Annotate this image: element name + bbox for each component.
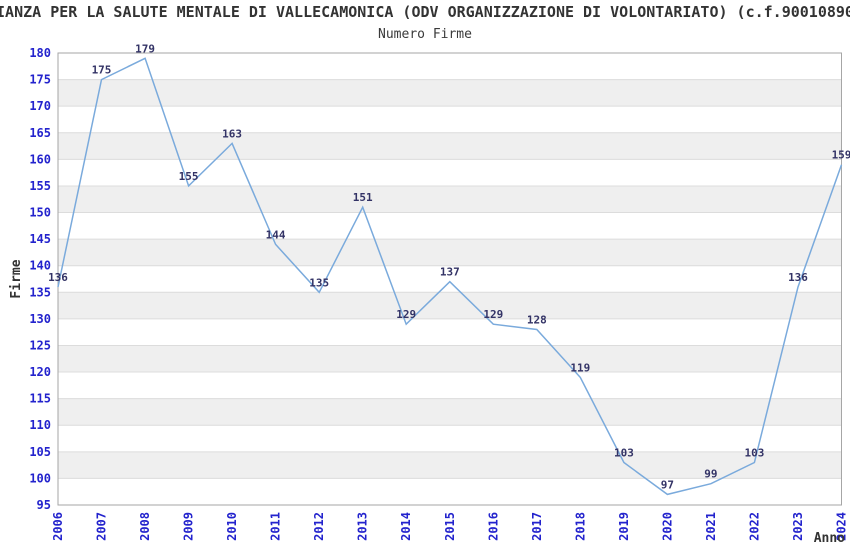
y-tick-label: 150 (29, 206, 51, 220)
page-title: IANZA PER LA SALUTE MENTALE DI VALLECAMO… (0, 3, 850, 21)
y-axis-ticks: 95 100 105 110 115 120 125 130 135 140 145 150 155 16… (29, 46, 51, 512)
data-label: 155 (179, 170, 199, 183)
data-label: 97 (661, 478, 674, 491)
x-tick-label: 2009 (182, 512, 196, 541)
y-tick-label: 125 (29, 339, 51, 353)
y-tick-label: 165 (29, 126, 51, 140)
data-label: 99 (704, 468, 717, 481)
data-label: 136 (48, 271, 68, 284)
plot-band (58, 398, 842, 426)
data-label: 179 (135, 42, 155, 55)
data-label: 137 (440, 266, 460, 279)
x-tick-label: 2023 (791, 512, 805, 541)
x-tick-label: 2011 (269, 512, 283, 541)
data-label: 175 (92, 64, 112, 77)
data-label: 119 (570, 361, 590, 374)
x-tick-label: 2018 (573, 512, 587, 541)
y-tick-label: 160 (29, 152, 51, 166)
y-tick-label: 100 (29, 471, 51, 485)
y-axis-title: Firme (9, 259, 24, 298)
data-label: 129 (396, 308, 416, 321)
x-tick-label: 2013 (356, 512, 370, 541)
data-label: 103 (614, 447, 634, 460)
y-tick-label: 105 (29, 445, 51, 459)
x-tick-label: 2007 (95, 512, 109, 541)
plot-band (58, 451, 842, 479)
chart-subtitle: Numero Firme (378, 27, 472, 42)
data-label: 163 (222, 127, 242, 140)
series-layer (57, 57, 843, 496)
x-tick-label: 2017 (530, 512, 544, 541)
y-tick-label: 175 (29, 73, 51, 87)
x-tick-label: 2012 (312, 512, 326, 541)
plot-band (58, 239, 842, 266)
plot-band (58, 292, 842, 319)
x-tick-label: 2022 (747, 512, 761, 541)
data-label: 129 (483, 308, 503, 321)
y-tick-label: 95 (37, 498, 51, 512)
y-tick-label: 110 (29, 418, 51, 432)
data-label: 128 (527, 314, 547, 327)
y-tick-label: 155 (29, 179, 51, 193)
data-label-layer: 136 175 179 155 163 144 135 151 129 137 129 128 119 1… (48, 42, 850, 491)
y-tick-label: 135 (29, 285, 51, 299)
x-tick-label: 2008 (138, 512, 152, 541)
y-tick-label: 180 (29, 46, 51, 60)
data-label: 103 (744, 447, 764, 460)
data-label: 136 (788, 271, 808, 284)
plot-band (58, 132, 842, 160)
axis-title-layer: Firme Anno (9, 259, 845, 546)
y-tick-label: 130 (29, 312, 51, 326)
plot-border-rect (57, 52, 842, 506)
x-tick-label: 2019 (617, 512, 631, 541)
x-tick-label: 2014 (399, 512, 413, 541)
x-tick-label: 2010 (225, 512, 239, 541)
x-tick-label: 2020 (660, 512, 674, 541)
data-label: 151 (353, 191, 373, 204)
plot-border (57, 52, 842, 506)
y-tick-label: 120 (29, 365, 51, 379)
x-axis-title: Anno (814, 531, 845, 546)
plot-band (58, 185, 842, 213)
x-tick-label: 2021 (704, 512, 718, 541)
y-tick-label: 115 (29, 392, 51, 406)
data-label: 135 (309, 276, 329, 289)
x-tick-label: 2016 (486, 512, 500, 541)
series-line (57, 57, 843, 496)
x-axis-ticks: 2006 2007 2008 2009 2010 2011 2012 2013 2014 2015… (51, 512, 849, 541)
x-tick-label: 2015 (443, 512, 457, 541)
x-tick-label: 2006 (51, 512, 65, 541)
data-label: 144 (266, 228, 286, 241)
data-label: 159 (832, 149, 850, 162)
plot-band (58, 345, 842, 373)
y-tick-label: 145 (29, 232, 51, 246)
y-tick-label: 170 (29, 99, 51, 113)
grid-layer (58, 52, 842, 506)
band-layer (58, 79, 842, 479)
y-tick-label: 140 (29, 259, 51, 273)
x-tick-label: 2024 (835, 512, 849, 541)
plot-band (58, 79, 842, 107)
